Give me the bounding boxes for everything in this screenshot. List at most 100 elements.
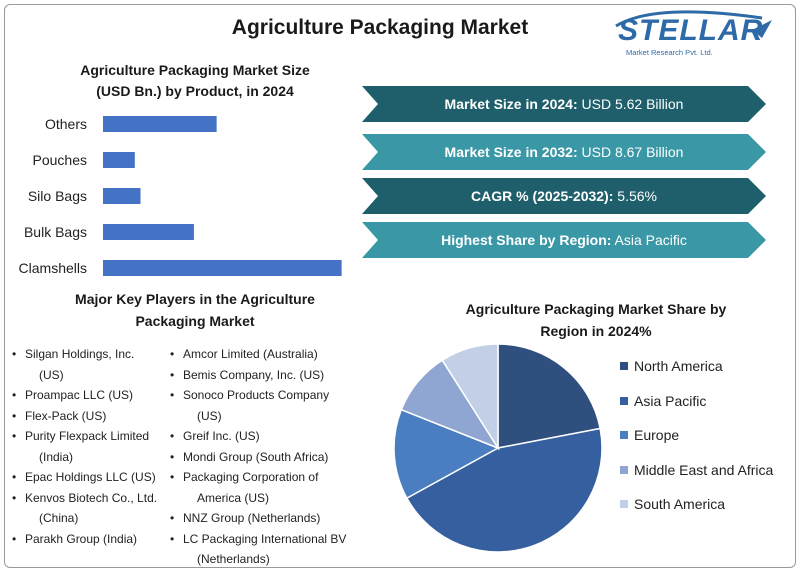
- banner-text: CAGR % (2025-2032): 5.56%: [362, 178, 766, 214]
- bar-chart-title-line1: Agriculture Packaging Market Size: [80, 62, 310, 78]
- legend-item: Europe: [620, 425, 773, 460]
- key-player-item: Silgan Holdings, Inc. (US): [12, 344, 157, 385]
- legend-item: North America: [620, 356, 773, 391]
- banner-text: Highest Share by Region: Asia Pacific: [362, 222, 766, 258]
- key-player-item: Epac Holdings LLC (US): [12, 467, 157, 488]
- pie-slice-north-america: [497, 343, 602, 449]
- key-player-item: Greif Inc. (US): [170, 426, 346, 447]
- key-player-country: (India): [39, 449, 74, 464]
- legend-label: South America: [634, 496, 726, 512]
- key-player-name: Parakh Group (India): [25, 531, 138, 546]
- bar-category-label: Silo Bags: [28, 188, 87, 204]
- stat-banner: Highest Share by Region: Asia Pacific: [362, 222, 766, 258]
- banner-arrow-shape: [362, 222, 766, 258]
- key-player-item: Bemis Company, Inc. (US): [170, 365, 346, 386]
- banner-text: Market Size in 2032: USD 8.67 Billion: [362, 134, 766, 170]
- key-player-name: Proampac LLC (US): [25, 388, 134, 402]
- stat-banner: CAGR % (2025-2032): 5.56%: [362, 178, 766, 214]
- bar-chart-title-line2: (USD Bn.) by Product, in 2024: [96, 83, 294, 99]
- key-player-name: Sonoco Products Company: [183, 388, 330, 402]
- banner-arrow-shape: [362, 178, 766, 214]
- key-players-column-2: Amcor Limited (Australia) Bemis Company, …: [170, 344, 346, 570]
- logo-wordmark: STELLAR: [618, 14, 764, 47]
- banner-value: Asia Pacific: [611, 232, 687, 248]
- key-player-country: (US): [197, 408, 222, 423]
- banner-arrow-shape: [362, 86, 766, 122]
- key-player-name: Epac Holdings LLC (US): [25, 470, 156, 484]
- banner-label: Highest Share by Region:: [441, 232, 612, 248]
- logo-tagline: Market Research Pvt. Ltd.: [626, 48, 713, 57]
- key-player-name: Amcor Limited (Australia): [183, 347, 318, 361]
- key-players-title-line1: Major Key Players in the Agriculture: [75, 291, 315, 307]
- key-player-item: LC Packaging International BV (Netherland…: [170, 529, 346, 570]
- legend-label: North America: [634, 358, 723, 374]
- key-player-name: Greif Inc. (US): [183, 429, 260, 443]
- legend-label: Europe: [634, 427, 680, 443]
- key-player-country: America (US): [197, 490, 270, 505]
- logo-swoosh-icon: [615, 10, 772, 38]
- key-players-column-1: Silgan Holdings, Inc. (US) Proampac LLC (U…: [12, 344, 157, 549]
- key-player-country: (US): [39, 367, 64, 382]
- stat-banner: Market Size in 2032: USD 8.67 Billion: [362, 134, 766, 170]
- pie-chart: [393, 343, 603, 553]
- pie-chart-title-line1: Agriculture Packaging Market Share by: [465, 301, 727, 317]
- key-player-name: Packaging Corporation of: [183, 470, 319, 484]
- bar-category-label: Clamshells: [19, 260, 87, 276]
- key-player-country: (China): [39, 511, 79, 525]
- legend-swatch: [620, 362, 628, 370]
- key-player-name: Silgan Holdings, Inc.: [25, 347, 135, 361]
- pie-legend: North America Asia Pacific Europe Middle Ea…: [620, 356, 773, 529]
- bar-clamshells: [103, 260, 342, 276]
- legend-swatch: [620, 500, 628, 508]
- key-player-name: Kenvos Biotech Co., Ltd.: [25, 490, 158, 505]
- banner-value: USD 8.67 Billion: [577, 144, 684, 160]
- pie-slice-europe: [393, 408, 500, 500]
- bar-silo-bags: [103, 188, 141, 204]
- legend-swatch: [620, 431, 628, 439]
- legend-swatch: [620, 396, 628, 405]
- key-player-item: Packaging Corporation of America (US): [170, 467, 346, 508]
- bar-chart: Others Pouches Silo Bags Bulk Bags Clamshell…: [19, 116, 342, 276]
- pie-slice-south-america: [441, 343, 499, 451]
- key-player-name: Mondi Group (South Africa): [183, 449, 329, 464]
- bar-category-label: Others: [45, 116, 87, 132]
- bar-category-label: Bulk Bags: [24, 224, 87, 240]
- stat-banner: Market Size in 2024: USD 5.62 Billion: [362, 86, 766, 122]
- key-player-item: Amcor Limited (Australia): [170, 344, 346, 365]
- banner-label: CAGR % (2025-2032):: [471, 188, 614, 204]
- key-player-name: Purity Flexpack Limited: [25, 429, 150, 443]
- key-player-name: Flex-Pack (US): [25, 408, 107, 423]
- page-title: Agriculture Packaging Market: [231, 16, 529, 39]
- banner-arrow-shape: [362, 134, 766, 170]
- key-players-title: Major Key Players in the Agriculture Pac…: [30, 288, 360, 332]
- bar-bulk-bags: [103, 224, 194, 240]
- banner-text: Market Size in 2024: USD 5.62 Billion: [362, 86, 766, 122]
- legend-item: Middle East and Africa: [620, 460, 773, 495]
- stellar-logo: STELLAR Market Research Pvt. Ltd.: [612, 8, 782, 60]
- bar-others: [103, 116, 217, 132]
- key-player-item: Proampac LLC (US): [12, 385, 157, 406]
- banner-label: Market Size in 2024:: [444, 96, 578, 112]
- key-player-item: Purity Flexpack Limited (India): [12, 426, 157, 467]
- banner-value: USD 5.62 Billion: [577, 96, 684, 112]
- legend-label: Asia Pacific: [634, 392, 707, 409]
- key-player-country: (Netherlands): [197, 552, 270, 566]
- bar-chart-title: Agriculture Packaging Market Size (USD B…: [40, 60, 350, 102]
- bar-category-label: Pouches: [33, 152, 87, 168]
- banner-label: Market Size in 2032:: [444, 144, 578, 160]
- banner-value: 5.56%: [613, 188, 657, 204]
- key-players-title-line2: Packaging Market: [135, 313, 255, 329]
- legend-item: Asia Pacific: [620, 391, 773, 426]
- key-player-item: Kenvos Biotech Co., Ltd. (China): [12, 488, 157, 529]
- legend-label: Middle East and Africa: [634, 461, 774, 478]
- key-player-item: NNZ Group (Netherlands): [170, 508, 346, 529]
- legend-swatch: [620, 465, 628, 474]
- bar-pouches: [103, 152, 135, 168]
- pie-chart-title-line2: Region in 2024%: [540, 323, 652, 339]
- pie-chart-title: Agriculture Packaging Market Share by Re…: [436, 298, 756, 342]
- key-player-item: Mondi Group (South Africa): [170, 447, 346, 468]
- key-player-item: Sonoco Products Company (US): [170, 385, 346, 426]
- key-player-name: LC Packaging International BV: [183, 531, 347, 546]
- key-player-name: Bemis Company, Inc. (US): [183, 367, 325, 382]
- pie-slice-asia-pacific: [405, 427, 603, 553]
